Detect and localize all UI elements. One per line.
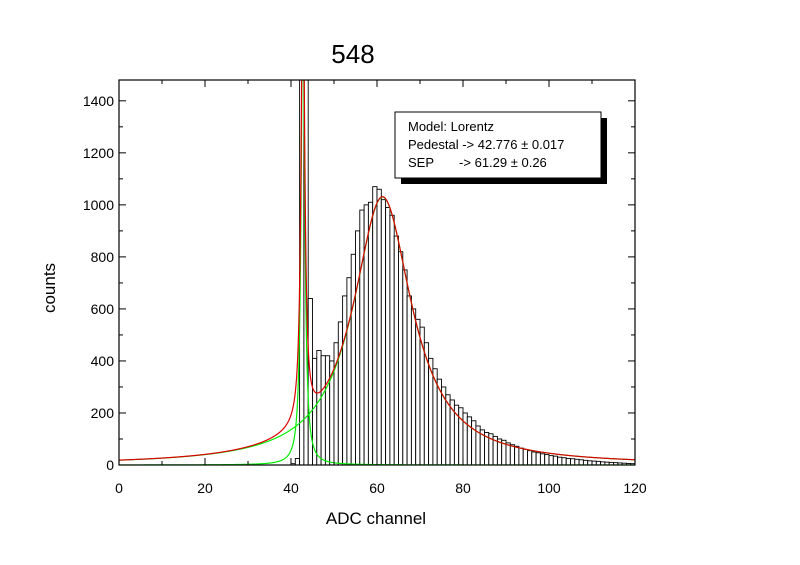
y-tick-label: 600 (91, 301, 115, 317)
x-axis-label: ADC channel (326, 509, 426, 528)
x-tick-label: 40 (283, 480, 299, 496)
histogram-bar (471, 420, 477, 465)
chart-title: 548 (331, 39, 374, 69)
x-tick-label: 20 (197, 480, 213, 496)
histogram-bar (316, 350, 322, 465)
x-tick-label: 100 (537, 480, 561, 496)
legend-model: Model: Lorentz (408, 119, 494, 134)
histogram-bar (565, 458, 571, 465)
histogram-bar (350, 253, 356, 465)
y-tick-label: 400 (91, 353, 115, 369)
y-tick-label: 800 (91, 249, 115, 265)
x-tick-label: 120 (623, 480, 647, 496)
histogram-bar (393, 235, 399, 465)
legend-sep: SEP -> 61.29 ± 0.26 (408, 155, 547, 170)
histogram-bar (372, 186, 378, 465)
legend-frame (394, 111, 602, 179)
fit-legend-box: Model: Lorentz Pedestal -> 42.776 ± 0.01… (394, 111, 607, 184)
histogram-bar (518, 447, 524, 465)
histogram-bar (466, 416, 473, 465)
histogram-bar (355, 230, 361, 465)
histogram-bar (398, 251, 404, 465)
x-tick-label: 0 (115, 480, 123, 496)
histogram-bar (574, 458, 580, 465)
histogram-bar (376, 188, 382, 465)
histogram-bar (406, 295, 412, 465)
histogram-bar (367, 201, 374, 465)
histogram-bar (415, 318, 421, 465)
histogram-bar (544, 454, 550, 465)
histogram-bar (359, 209, 365, 465)
sum-fit-curve (119, 80, 635, 461)
histogram-bar (578, 459, 584, 465)
histogram-bar (402, 269, 408, 465)
histogram-bar (531, 451, 537, 465)
histogram-bar (320, 355, 326, 465)
histogram-bar (509, 444, 516, 465)
y-axis-label: counts (40, 263, 59, 313)
histogram-bar (410, 308, 417, 465)
histogram-bar (385, 207, 391, 465)
histogram-bar (539, 453, 546, 465)
legend-pedestal: Pedestal -> 42.776 ± 0.017 (408, 137, 564, 152)
histogram-bar (535, 452, 541, 465)
x-tick-label: 80 (455, 480, 471, 496)
histogram-bar (527, 450, 533, 465)
histogram-bar (294, 458, 301, 465)
histogram-bar (552, 455, 559, 465)
y-tick-label: 200 (91, 405, 115, 421)
y-tick-label: 1000 (83, 197, 114, 213)
y-tick-label: 1200 (83, 145, 114, 161)
histogram-bar (389, 214, 395, 465)
histogram-bar (557, 456, 563, 465)
histogram-bar (505, 442, 511, 465)
histogram-bar (458, 407, 464, 465)
y-tick-label: 1400 (83, 93, 114, 109)
histogram-bar (570, 458, 576, 465)
y-tick-label: 0 (106, 457, 114, 473)
histogram-bar (548, 455, 554, 465)
histogram-bar (346, 277, 352, 465)
histogram-bar (582, 459, 589, 465)
x-tick-label: 60 (369, 480, 385, 496)
histogram-bar (337, 321, 344, 465)
histogram-bar (514, 445, 520, 465)
histogram-bar (342, 295, 348, 465)
histogram-bar (324, 355, 331, 465)
histogram-bar (561, 457, 567, 465)
histogram-bar (522, 448, 528, 465)
histogram-bar (380, 199, 387, 465)
